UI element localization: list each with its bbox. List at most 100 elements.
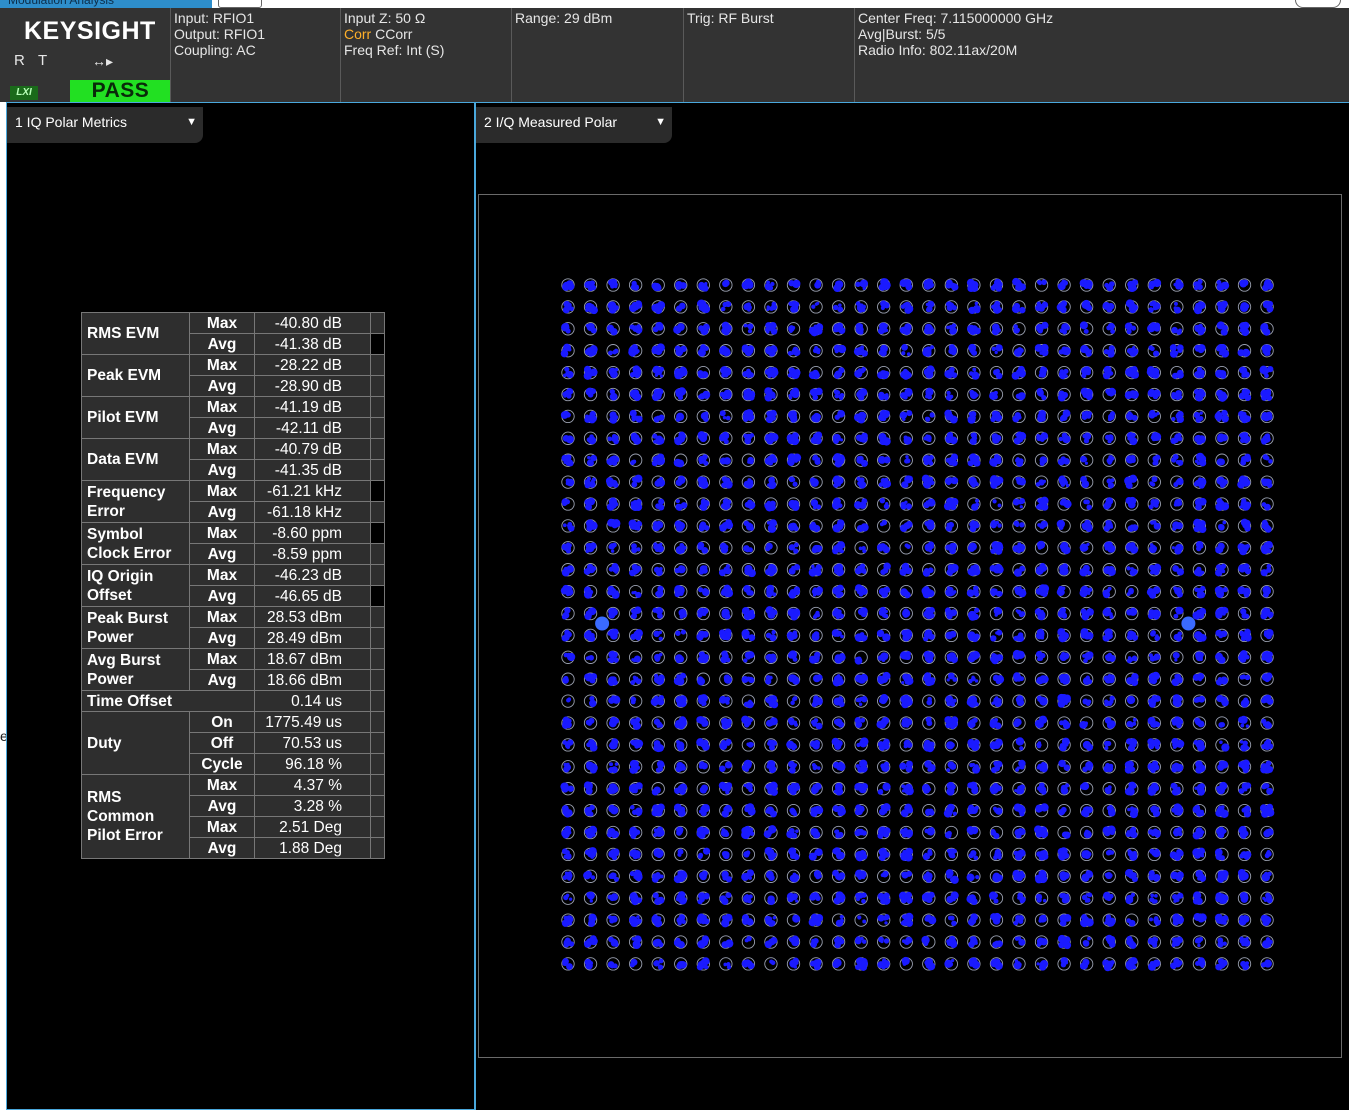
metric-spacer xyxy=(370,690,385,712)
measured-symbol xyxy=(1062,329,1068,335)
metric-value: 28.49 dBm xyxy=(254,627,371,649)
window-title-dropdown[interactable]: 1 IQ Polar Metrics ▼ xyxy=(7,107,203,143)
measured-symbol xyxy=(946,653,952,659)
metric-name: Avg Burst Power xyxy=(81,648,190,691)
measured-symbol xyxy=(564,345,570,351)
measured-symbol xyxy=(922,590,931,599)
range-settings[interactable]: Range: 29 dBm xyxy=(511,8,683,102)
measured-symbol xyxy=(585,546,592,553)
metric-stat: Avg xyxy=(189,501,255,523)
measured-symbol xyxy=(969,695,978,704)
measured-symbol xyxy=(1261,502,1267,507)
measured-symbol xyxy=(971,483,976,488)
measured-symbol xyxy=(901,351,906,356)
input-z-settings[interactable]: Input Z: 50 Ω Corr CCorr Freq Ref: Int (… xyxy=(340,8,511,102)
metric-row: Avg Burst Power Max 18.67 dBm xyxy=(81,648,385,691)
measured-symbol xyxy=(768,285,774,291)
measured-symbol xyxy=(698,483,703,488)
measured-symbol xyxy=(1036,656,1042,662)
window-title-dropdown[interactable]: 2 I/Q Measured Polar ▼ xyxy=(476,107,672,143)
measured-symbol xyxy=(837,762,846,771)
measured-symbol xyxy=(880,370,886,376)
measured-symbol xyxy=(947,631,953,637)
measured-symbol xyxy=(746,700,754,709)
measured-symbol xyxy=(966,589,975,597)
measured-symbol xyxy=(1131,348,1139,355)
measured-symbol xyxy=(676,305,683,312)
measured-symbol xyxy=(633,630,642,639)
measured-symbol xyxy=(1109,437,1114,441)
measured-symbol xyxy=(921,474,930,483)
measured-symbol xyxy=(925,543,933,552)
measured-symbol xyxy=(746,368,751,374)
input-impedance: Input Z: 50 Ω xyxy=(344,10,426,26)
measured-symbol xyxy=(1108,723,1113,728)
measured-symbol xyxy=(793,279,801,287)
measured-symbol xyxy=(989,741,998,750)
measured-symbol xyxy=(948,344,956,351)
measured-symbol xyxy=(767,373,772,379)
measured-symbol xyxy=(700,762,708,770)
trigger-settings[interactable]: Trig: RF Burst xyxy=(683,8,854,102)
measured-symbol xyxy=(1198,369,1205,376)
metric-stat: Max xyxy=(189,774,255,796)
measured-symbol xyxy=(587,304,596,313)
input-settings[interactable]: Input: RFIO1 Output: RFIO1 Coupling: AC xyxy=(170,8,340,102)
measured-symbol xyxy=(719,765,726,772)
measured-symbol xyxy=(702,631,707,635)
window-iq-polar-metrics[interactable]: 1 IQ Polar Metrics ▼ RMS EVM Max -40.80 dB… xyxy=(6,102,475,1110)
measured-symbol xyxy=(971,762,976,767)
frequency-settings[interactable]: Center Freq: 7.115000000 GHz Avg|Burst: … xyxy=(854,8,1349,102)
mode-tab[interactable]: Modulation Analysis xyxy=(0,0,212,8)
measured-symbol xyxy=(764,457,773,465)
measured-symbol xyxy=(723,477,731,485)
constellation-plot[interactable] xyxy=(478,194,1342,1058)
measured-symbol xyxy=(614,282,618,287)
measured-symbol xyxy=(1266,305,1274,313)
measured-symbol xyxy=(973,633,980,640)
measured-symbol xyxy=(1216,389,1224,397)
measured-symbol xyxy=(590,327,597,334)
measured-symbol xyxy=(658,652,663,657)
measured-symbol xyxy=(813,631,820,638)
measured-symbol xyxy=(1261,519,1268,526)
add-screen-tab[interactable] xyxy=(218,0,262,8)
measured-symbol xyxy=(560,782,569,791)
measured-symbol xyxy=(811,304,816,309)
measured-symbol xyxy=(1151,671,1160,680)
measured-symbol xyxy=(1040,344,1048,352)
measured-symbol xyxy=(1173,393,1178,397)
measured-symbol xyxy=(1104,745,1109,751)
metric-spacer xyxy=(370,312,385,334)
measured-symbol xyxy=(879,606,887,614)
measured-symbol xyxy=(1222,520,1227,525)
measured-symbol xyxy=(1262,284,1269,292)
measured-symbol xyxy=(1039,437,1045,443)
measured-symbol xyxy=(1151,482,1156,487)
corr-tag: Corr xyxy=(344,26,372,42)
measured-symbol xyxy=(832,455,839,462)
measured-symbol xyxy=(1199,655,1203,659)
measured-symbol xyxy=(699,694,708,703)
metric-value: -46.23 dB xyxy=(254,564,371,586)
measured-symbol xyxy=(853,347,862,356)
measured-symbol xyxy=(678,392,684,398)
measured-symbol xyxy=(900,392,907,399)
measured-symbol xyxy=(567,785,574,792)
measured-symbol xyxy=(815,279,820,284)
window-control-button[interactable] xyxy=(1295,0,1341,8)
measured-symbol xyxy=(1038,373,1043,378)
measured-symbol xyxy=(1108,499,1114,504)
measured-symbol xyxy=(1107,542,1113,548)
measured-symbol xyxy=(677,371,684,378)
measured-symbol xyxy=(699,504,704,509)
measured-symbol xyxy=(1085,393,1093,401)
measured-symbol xyxy=(1040,635,1045,640)
measured-symbol xyxy=(653,388,661,396)
measured-symbol xyxy=(700,304,709,313)
measured-symbol xyxy=(1263,323,1268,328)
metric-stat: Max xyxy=(189,480,255,502)
measured-symbol xyxy=(591,763,596,767)
measured-symbol xyxy=(1239,740,1244,744)
measured-symbol xyxy=(677,346,682,351)
